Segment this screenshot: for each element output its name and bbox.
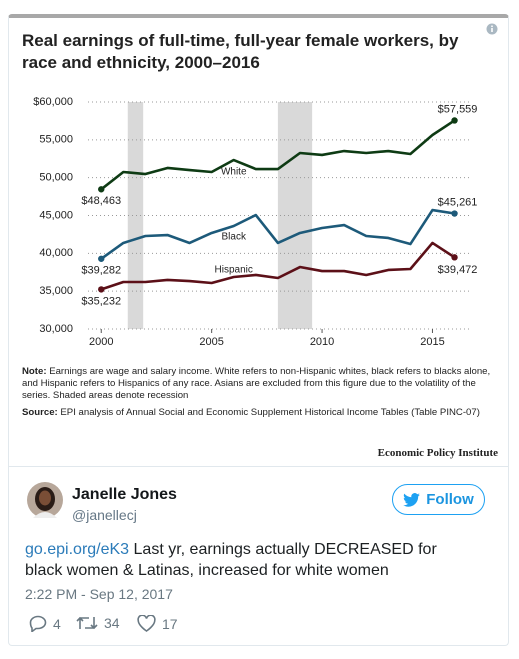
like-icon	[137, 615, 156, 632]
end-point	[98, 255, 105, 262]
value-label: $45,261	[438, 196, 478, 208]
end-point	[98, 286, 105, 293]
note-text: Earnings are wage and salary income. Whi…	[22, 366, 491, 401]
retweet-action[interactable]: 34	[76, 615, 120, 631]
timestamp[interactable]: 2:22 PM - Sep 12, 2017	[25, 586, 173, 602]
value-label: $57,559	[438, 103, 478, 115]
avatar-body	[33, 512, 57, 518]
y-tick-label: 50,000	[39, 172, 73, 184]
tweet-link[interactable]: go.epi.org/eK3	[25, 541, 130, 558]
user-handle[interactable]: @janellecj	[72, 507, 137, 523]
source: Source: EPI analysis of Annual Social an…	[22, 407, 500, 419]
reply-action[interactable]: 4	[29, 615, 61, 632]
y-tick-label: 30,000	[39, 323, 73, 335]
recession-shade	[127, 102, 144, 329]
x-tick-label: 2015	[420, 336, 444, 348]
note: Note: Earnings are wage and salary incom…	[22, 366, 500, 402]
follow-button[interactable]: Follow	[392, 484, 485, 515]
like-action[interactable]: 17	[137, 615, 178, 632]
x-tick-label: 2000	[89, 336, 113, 348]
x-tick-label: 2010	[310, 336, 334, 348]
series-line	[100, 208, 455, 260]
retweet-icon	[76, 616, 98, 630]
series-line	[100, 241, 456, 291]
y-tick-label: 55,000	[39, 134, 73, 146]
source-text: EPI analysis of Annual Social and Econom…	[60, 407, 480, 418]
end-point	[451, 117, 458, 124]
reply-icon	[29, 615, 47, 632]
series-label: Hispanic	[215, 265, 253, 276]
x-tick-label: 2005	[199, 336, 223, 348]
like-count: 17	[162, 615, 178, 632]
value-label: $35,232	[81, 295, 121, 307]
series-label: Black	[222, 232, 247, 243]
value-label: $39,472	[438, 264, 478, 276]
end-point	[98, 186, 105, 193]
reply-count: 4	[53, 615, 61, 632]
value-label: $48,463	[81, 195, 121, 207]
avatar[interactable]	[27, 482, 63, 518]
bird-icon	[403, 492, 421, 507]
tweet-card	[8, 14, 509, 646]
info-icon-dot	[491, 25, 493, 28]
y-tick-label: 40,000	[39, 247, 73, 259]
tweet-text: go.epi.org/eK3 Last yr, earnings actuall…	[25, 539, 465, 581]
value-label: $39,282	[81, 265, 121, 277]
series-line	[100, 119, 456, 191]
follow-label: Follow	[426, 491, 474, 508]
end-point	[451, 254, 458, 261]
chart-title: Real earnings of full-time, full-year fe…	[22, 31, 459, 72]
recession-shade	[277, 102, 313, 329]
end-point	[451, 210, 458, 217]
credit: Economic Policy Institute	[377, 447, 498, 459]
info-icon-bar	[491, 28, 493, 32]
series-label: White	[221, 167, 247, 178]
source-label: Source:	[22, 407, 58, 418]
note-label: Note:	[22, 366, 47, 377]
avatar-face	[39, 490, 51, 506]
y-tick-label: $60,000	[33, 96, 73, 108]
separator	[9, 466, 509, 467]
retweet-count: 34	[104, 615, 120, 631]
tweet-body: Last yr, earnings actually DECREASED for…	[25, 541, 437, 579]
y-tick-label: 45,000	[39, 209, 73, 221]
y-tick-label: 35,000	[39, 285, 73, 297]
user-name[interactable]: Janelle Jones	[72, 486, 177, 503]
notes: Note: Earnings are wage and salary incom…	[22, 366, 500, 419]
